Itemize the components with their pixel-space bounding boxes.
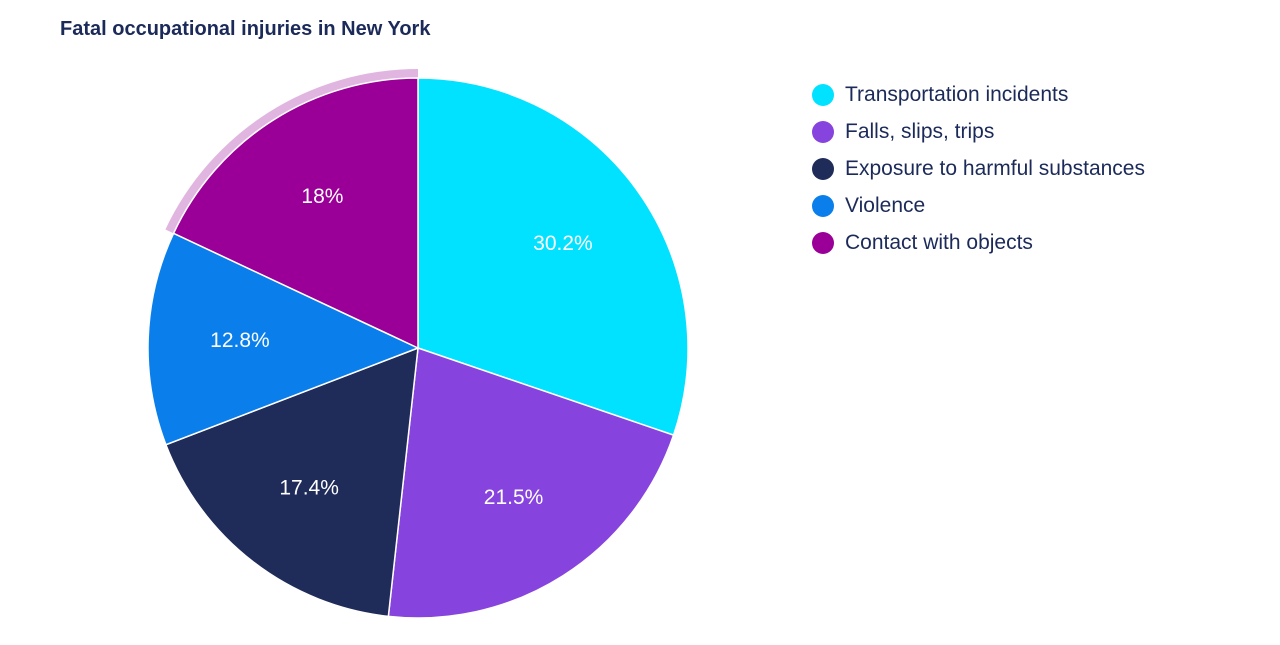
pie-value-labels: 30.2% 21.5% 17.4% 12.8% 18% [210,185,593,509]
slice-value-label-falls-slips-trips: 21.5% [484,486,544,509]
chart-title: Fatal occupational injuries in New York [60,18,431,40]
legend-swatch-icon [812,157,834,180]
legend-swatch-icon [812,83,834,106]
chart-legend: Transportation incidents Falls, slips, tr… [812,76,1145,261]
pie-slice-exposure-to-harmful-substances[interactable] [164,346,419,618]
legend-label: Violence [845,193,926,217]
legend-item-contact-with-objects[interactable]: Contact with objects [812,224,1145,261]
slice-value-label-exposure-to-harmful-substances: 17.4% [279,477,339,500]
legend-label: Exposure to harmful substances [845,156,1145,180]
legend-label: Contact with objects [845,230,1033,254]
legend-label: Falls, slips, trips [845,119,995,143]
legend-item-falls-slips-trips[interactable]: Falls, slips, trips [812,113,1145,150]
legend-item-exposure-to-harmful-substances[interactable]: Exposure to harmful substances [812,150,1145,187]
legend-item-violence[interactable]: Violence [812,187,1145,224]
slice-value-label-violence: 12.8% [210,329,270,352]
slice-value-label-contact-with-objects: 18% [301,185,343,208]
pie-slice-violence[interactable] [147,232,420,446]
pie-slice-falls-slips-trips[interactable] [387,346,675,619]
slice-highlight-contact-with-objects [165,69,418,234]
pie-slice-contact-with-objects[interactable] [172,77,419,350]
legend-label: Transportation incidents [845,82,1069,106]
slice-value-label-transportation-incidents: 30.2% [533,232,593,255]
legend-swatch-icon [812,231,834,254]
legend-item-transportation-incidents[interactable]: Transportation incidents [812,76,1145,113]
pie-slice-transportation-incidents[interactable] [417,77,689,437]
pie-slices [147,69,689,619]
legend-swatch-icon [812,120,834,143]
legend-swatch-icon [812,194,834,217]
